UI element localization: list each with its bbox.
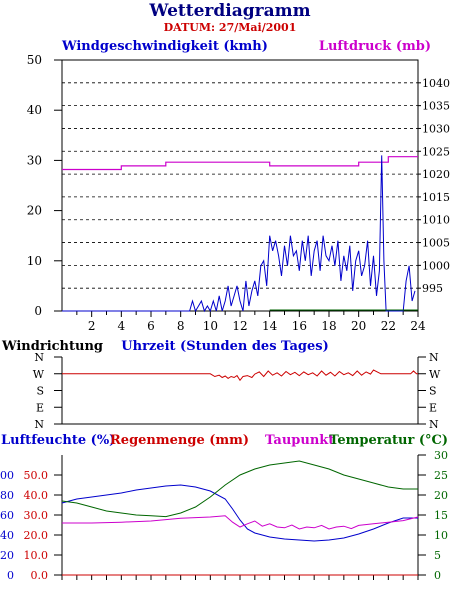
tick-rain-10.0: 10.0 [24,549,49,562]
series-pressure [62,156,418,171]
tick-temperature-0: 0 [434,569,441,582]
tick-labels: 9951000100510101015102010251030103510400… [0,53,450,582]
tick-humidity-100: 100 [0,469,14,482]
tick-dir-right-4: N [429,418,439,431]
tick-hour-24: 24 [410,319,426,333]
pressure-axis-label: Luftdruck (mb) [319,39,431,54]
tick-pressure-1025: 1025 [422,145,450,158]
tick-wind-40: 40 [27,103,42,117]
tick-hour-6: 6 [147,319,155,333]
tick-pressure-1035: 1035 [422,100,450,113]
tick-rain-0.0: 0.0 [31,569,49,582]
tick-temperature-15: 15 [434,509,448,522]
tick-dir-right-1: W [429,368,441,381]
tick-hour-22: 22 [381,319,396,333]
wind-speed-axis-label: Windgeschwindigkeit (kmh) [61,39,268,54]
series-dewpoint [62,515,419,530]
tick-dir-left-2: S [36,385,44,398]
tick-dir-left-3: E [36,401,44,414]
tick-dir-left-4: N [34,418,44,431]
tick-rain-50.0: 50.0 [24,469,49,482]
tick-hour-2: 2 [88,319,96,333]
tick-hour-20: 20 [351,319,366,333]
tick-hour-12: 12 [232,319,247,333]
humidity-legend: Luftfeuchte (%) [1,433,115,448]
chart-title: Wetterdiagramm [148,1,310,21]
tick-temperature-10: 10 [434,529,448,542]
tick-temperature-20: 20 [434,489,448,502]
tick-rain-20.0: 20.0 [24,529,49,542]
tick-wind-50: 50 [27,53,42,67]
tick-hour-10: 10 [203,319,218,333]
tick-hour-18: 18 [321,319,336,333]
tick-dir-right-3: E [429,401,437,414]
tick-hour-14: 14 [262,319,278,333]
tick-wind-30: 30 [27,153,42,167]
tick-pressure-1040: 1040 [422,77,450,90]
tick-temperature-30: 30 [434,449,448,462]
dewpoint-legend: Taupunkt [265,433,334,448]
series-humidity [61,484,418,542]
tick-dir-left-1: W [33,368,45,381]
series-wind-speed [62,155,416,313]
wind-direction-label: Windrichtung [1,339,103,354]
tick-wind-0: 0 [34,304,42,318]
temperature-legend: Temperatur (°C) [329,433,448,448]
tick-pressure-1010: 1010 [422,214,450,227]
tick-humidity-20: 20 [0,549,14,562]
panel-frame-wind [61,59,419,312]
tick-temperature-25: 25 [434,469,448,482]
tick-rain-30.0: 30.0 [24,509,49,522]
series-lines [61,155,419,576]
tick-humidity-0: 0 [7,569,14,582]
tick-pressure-1000: 1000 [422,259,450,272]
tick-pressure-1005: 1005 [422,237,450,250]
tick-dir-left-0: N [34,351,44,364]
series-wind-direction [62,369,418,382]
tick-rain-40.0: 40.0 [24,489,49,502]
tick-pressure-1020: 1020 [422,168,450,181]
tick-temperature-5: 5 [434,549,441,562]
tick-pressure-1030: 1030 [422,122,450,135]
tick-wind-10: 10 [27,254,42,268]
chart-date: DATUM: 27/Mai/2001 [164,21,297,34]
time-axis-label: Uhrzeit (Stunden des Tages) [121,339,328,354]
tick-pressure-1015: 1015 [422,191,450,204]
tick-pressure-995: 995 [422,282,443,295]
tick-humidity-80: 80 [0,489,14,502]
tick-hour-16: 16 [292,319,307,333]
grid-lines [62,82,418,289]
tick-dir-right-0: N [429,351,439,364]
tick-hour-4: 4 [118,319,126,333]
rain-legend: Regenmenge (mm) [110,433,249,448]
tick-wind-20: 20 [27,204,42,218]
tick-hour-8: 8 [177,319,185,333]
series-temperature [61,460,418,518]
tick-humidity-60: 60 [0,509,14,522]
tick-dir-right-2: S [429,385,437,398]
tick-humidity-40: 40 [0,529,14,542]
